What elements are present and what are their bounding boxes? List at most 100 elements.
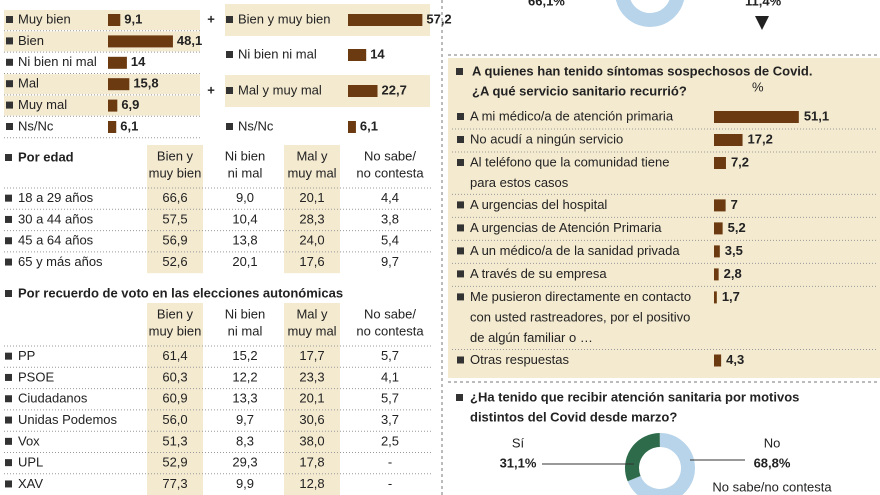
value-label: 22,7 [382, 82, 407, 97]
item-label: Mal [18, 76, 39, 91]
cell: 4,1 [381, 369, 399, 384]
cell: 3,7 [381, 412, 399, 427]
value-label: 31,1% [500, 455, 537, 470]
item-label: A mi médico/a de atención primaria [470, 108, 674, 123]
column-header: Bien y [157, 148, 194, 163]
row-label: PP [18, 348, 35, 363]
row-label: XAV [18, 476, 43, 491]
value-label: 6,1 [360, 118, 378, 133]
column-header: Mal y [296, 306, 328, 321]
bullet [457, 270, 464, 278]
cell: 9,9 [236, 476, 254, 491]
item-label: A un médico/a de la sanidad privada [470, 243, 680, 258]
value-label: 6,9 [121, 97, 139, 112]
column-header: muy mal [287, 165, 336, 180]
value-label: 6,1 [120, 118, 138, 133]
cell: 60,3 [162, 369, 187, 384]
bar [348, 14, 423, 26]
column-bg [284, 145, 340, 274]
column-bg [284, 303, 340, 495]
column-header: Ni bien [225, 148, 265, 163]
value-label: 1,7 [722, 289, 740, 304]
cell: 20,1 [299, 190, 324, 205]
bar [108, 14, 121, 26]
item-label: de algún familiar o … [470, 330, 593, 345]
bullet [5, 352, 12, 360]
bullet [457, 293, 464, 301]
item-label: con usted rastreadores, por el positivo [470, 309, 690, 324]
bullet [5, 373, 12, 381]
bullet [226, 16, 233, 23]
item-label: Otras respuestas [470, 352, 569, 367]
cell: - [388, 455, 392, 470]
bar [714, 111, 799, 123]
row-label: 18 a 29 años [18, 190, 94, 205]
value-label: 4,3 [726, 352, 744, 367]
cell: 5,7 [381, 348, 399, 363]
column-header: muy mal [287, 323, 336, 338]
bullet [5, 290, 12, 297]
cell: 9,7 [236, 412, 254, 427]
bullet [457, 356, 464, 364]
cell: 28,3 [299, 211, 324, 226]
cell: 77,3 [162, 476, 187, 491]
column-header: no contesta [356, 323, 424, 338]
cell: 9,7 [381, 254, 399, 269]
bar [714, 157, 726, 169]
table-title: Por edad [18, 149, 74, 164]
bar [714, 134, 743, 146]
bullet [457, 159, 464, 166]
item-label: Me pusieron directamente en contacto [470, 289, 691, 304]
bullet [226, 51, 233, 58]
cell: 23,3 [299, 369, 324, 384]
column-bg [147, 303, 203, 495]
cell: 52,6 [162, 254, 187, 269]
bullet [5, 154, 12, 161]
legend-label: No [764, 435, 781, 450]
plus: + [207, 11, 215, 26]
bullet [457, 113, 464, 120]
row-label: 45 a 64 años [18, 233, 94, 248]
bar [714, 354, 722, 367]
item-label: Ns/Nc [238, 118, 274, 133]
row-bg [4, 74, 200, 95]
cell: 13,8 [232, 233, 257, 248]
column-header: Ni bien [225, 306, 265, 321]
value-label: 7,2 [731, 154, 749, 169]
bar [348, 121, 356, 133]
item-label: A través de su empresa [470, 266, 607, 281]
cell: - [388, 476, 392, 491]
bullet [226, 123, 233, 130]
column-header: No sabe/ [364, 148, 416, 163]
cell: 15,2 [232, 348, 257, 363]
item-label: Ns/Nc [18, 118, 54, 133]
bullet [5, 194, 12, 202]
value-label: 66,1% [528, 0, 565, 8]
value-label: 57,2 [426, 11, 451, 26]
cell: 38,0 [299, 433, 324, 448]
cell: 4,4 [381, 190, 399, 205]
row-bg [4, 95, 200, 116]
item-label: Mal y muy mal [238, 82, 322, 97]
unit: % [752, 79, 764, 94]
item-label: Al teléfono que la comunidad tiene [470, 154, 669, 169]
row-label: UPL [18, 455, 43, 470]
plus: + [207, 82, 215, 97]
bullet [6, 80, 13, 88]
item-label: Ni bien ni mal [238, 46, 317, 61]
bullet [457, 224, 464, 232]
cell: 56,9 [162, 233, 187, 248]
cell: 5,4 [381, 233, 399, 248]
row-label: 65 y más años [18, 254, 103, 269]
cell: 12,8 [299, 476, 324, 491]
bar [348, 85, 378, 97]
column-header: No sabe/ [364, 306, 416, 321]
value-label: 14 [370, 46, 385, 61]
cell: 2,5 [381, 433, 399, 448]
item-label: A urgencias de Atención Primaria [470, 220, 662, 235]
bullet [456, 394, 463, 401]
row-label: PSOE [18, 369, 54, 384]
cell: 8,3 [236, 433, 254, 448]
value-label: 3,5 [725, 243, 743, 258]
